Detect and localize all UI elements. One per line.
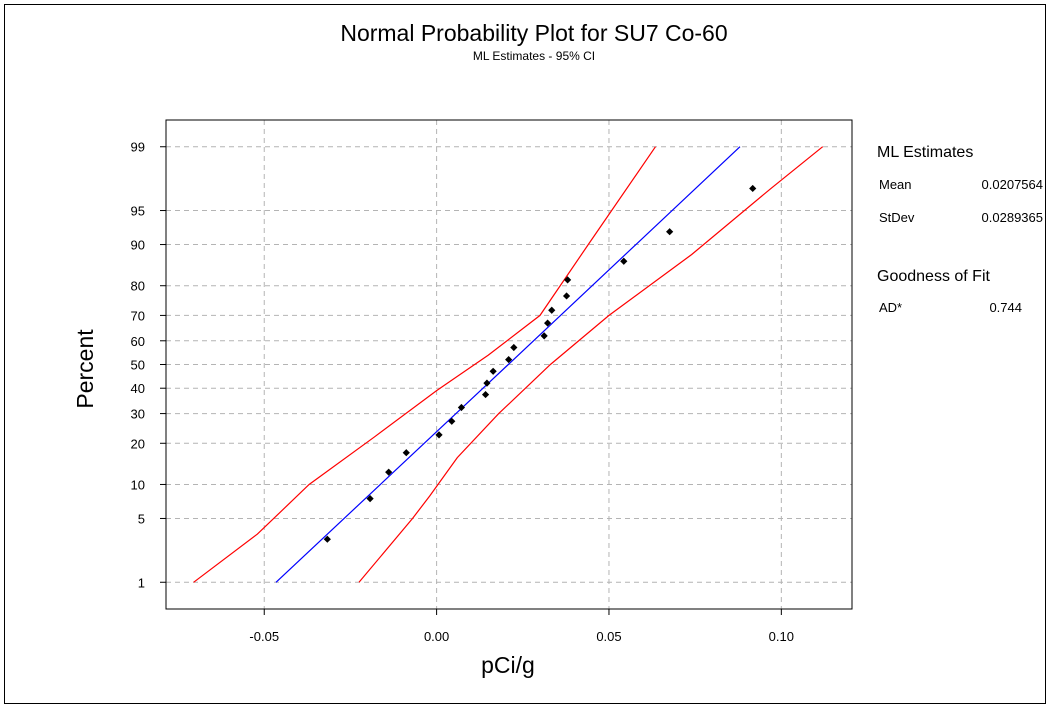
data-point xyxy=(620,257,628,265)
data-point xyxy=(510,343,518,352)
y-tick-label: 70 xyxy=(131,308,145,323)
y-tick-labels: 1 5 10 20 30 40 50 60 70 80 90 95 99 xyxy=(131,140,166,590)
upper-ci-line xyxy=(193,146,656,583)
chart-subtitle: ML Estimates - 95% CI xyxy=(473,49,595,63)
data-point xyxy=(366,494,374,503)
ad-label: AD* xyxy=(879,300,902,315)
y-tick-label: 90 xyxy=(131,238,145,253)
x-tick-label: 0.00 xyxy=(424,629,449,644)
data-point xyxy=(540,332,548,340)
x-tick-label: -0.05 xyxy=(249,629,279,644)
data-point xyxy=(548,306,556,314)
x-tick-label: 0.05 xyxy=(596,629,621,644)
y-tick-label: 5 xyxy=(138,511,145,526)
y-tick-label: 40 xyxy=(131,381,145,396)
mean-label: Mean xyxy=(879,177,912,192)
data-point xyxy=(483,379,491,387)
data-point xyxy=(435,431,443,439)
y-tick-label: 60 xyxy=(131,334,145,349)
data-point xyxy=(564,276,572,284)
data-point xyxy=(544,319,552,327)
chart: Normal Probability Plot for SU7 Co-60 ML… xyxy=(72,20,1043,678)
stdev-value: 0.0289365 xyxy=(982,210,1043,225)
chart-title: Normal Probability Plot for SU7 Co-60 xyxy=(340,20,727,46)
lower-ci-line xyxy=(358,146,824,583)
data-point xyxy=(402,449,410,457)
grid xyxy=(166,120,852,609)
y-tick-label: 80 xyxy=(131,279,145,294)
data-point xyxy=(489,367,497,375)
y-tick-label: 99 xyxy=(131,140,145,155)
gof-title: Goodness of Fit xyxy=(877,268,991,285)
x-tick-label: 0.10 xyxy=(769,629,794,644)
ad-value: 0.744 xyxy=(989,300,1022,315)
estimates-title: ML Estimates xyxy=(877,144,973,161)
y-tick-label: 95 xyxy=(131,204,145,219)
fit-line xyxy=(275,146,741,583)
data-point xyxy=(448,417,456,425)
y-tick-label: 10 xyxy=(131,477,145,492)
data-point xyxy=(749,184,757,193)
y-axis-label: Percent xyxy=(72,329,98,409)
mean-value: 0.0207564 xyxy=(982,177,1043,192)
data-point xyxy=(666,228,674,236)
y-tick-label: 30 xyxy=(131,407,145,422)
data-point xyxy=(385,468,393,476)
data-point xyxy=(562,292,571,300)
data-point xyxy=(505,355,513,364)
plot-window: Normal Probability Plot for SU7 Co-60 ML… xyxy=(4,4,1046,704)
data-point xyxy=(481,390,490,399)
y-tick-label: 1 xyxy=(138,575,145,590)
fit-lines xyxy=(193,146,824,583)
x-tick-labels: -0.05 0.00 0.05 0.10 xyxy=(249,609,794,644)
data-point xyxy=(323,535,331,543)
data-point xyxy=(457,403,466,412)
y-tick-label: 50 xyxy=(131,358,145,373)
stdev-label: StDev xyxy=(879,210,915,225)
y-tick-label: 20 xyxy=(131,436,145,451)
x-axis-label: pCi/g xyxy=(481,652,535,678)
estimates-panel: ML Estimates Mean 0.0207564 StDev 0.0289… xyxy=(877,144,1043,315)
data-points xyxy=(323,184,757,543)
